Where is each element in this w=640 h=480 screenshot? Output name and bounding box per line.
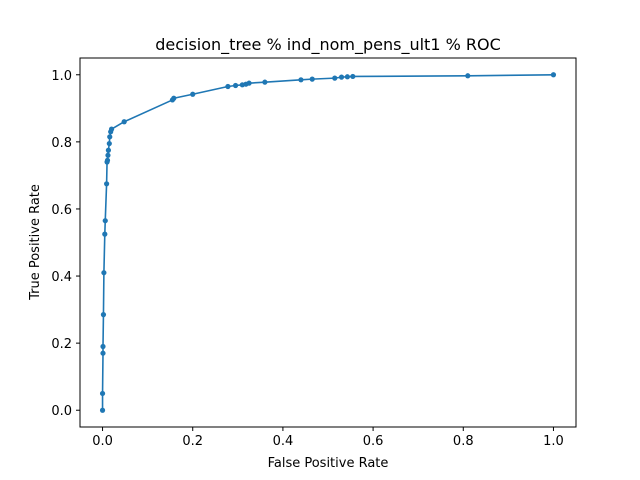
roc-point	[190, 91, 196, 97]
x-tick-label: 1.0	[543, 434, 564, 449]
chart-title: decision_tree % ind_nom_pens_ult1 % ROC	[155, 35, 501, 55]
roc-point	[262, 79, 268, 85]
roc-point	[108, 126, 115, 132]
y-tick-label: 1.0	[51, 69, 72, 84]
roc-point	[107, 134, 113, 140]
roc-point	[246, 80, 252, 86]
x-tick-label: 0.4	[273, 434, 294, 449]
y-tick-label: 0.2	[51, 337, 72, 352]
roc-point	[232, 82, 239, 89]
roc-point	[99, 407, 106, 413]
roc-point	[465, 73, 471, 79]
roc-point	[104, 157, 111, 163]
roc-point	[102, 218, 108, 224]
x-tick-label: 0.2	[182, 434, 203, 449]
roc-point	[121, 119, 127, 125]
roc-point	[102, 231, 108, 237]
y-tick-label: 0.0	[51, 404, 72, 419]
roc-point	[550, 72, 557, 78]
roc-point	[106, 140, 112, 147]
y-tick-label: 0.6	[51, 203, 72, 218]
x-axis-label: False Positive Rate	[268, 456, 389, 471]
roc-point	[105, 147, 112, 153]
x-tick-label: 0.0	[92, 434, 113, 449]
x-tick-label: 0.8	[453, 434, 474, 449]
y-tick-label: 0.8	[51, 136, 72, 151]
roc-point	[350, 73, 356, 80]
roc-point	[105, 152, 111, 158]
y-axis-label: True Positive Rate	[28, 184, 43, 301]
roc-point	[100, 350, 106, 356]
roc-point	[171, 95, 177, 101]
y-tick-label: 0.4	[51, 270, 72, 285]
roc-point	[99, 390, 106, 397]
roc-point	[100, 343, 106, 350]
roc-point	[344, 74, 350, 80]
roc-point	[101, 270, 107, 276]
roc-point	[100, 312, 107, 318]
roc-point	[104, 181, 110, 187]
roc-point	[332, 75, 338, 81]
x-tick-label: 0.6	[363, 434, 384, 449]
roc-point	[309, 76, 315, 82]
plot-area: 0.0 0.2 0.4 0.6 0.8 1.0 0.0 0.2 0.4 0.6 0.8 1.0	[51, 57, 577, 449]
roc-point	[338, 74, 345, 80]
roc-point	[298, 77, 304, 83]
roc-point	[225, 83, 231, 90]
axes-frame	[79, 57, 577, 428]
